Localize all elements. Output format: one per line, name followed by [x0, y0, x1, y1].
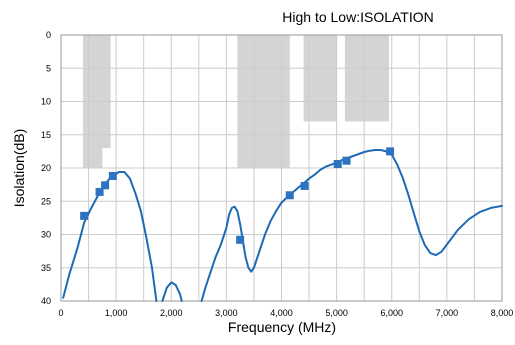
- marker-point: [342, 156, 351, 165]
- x-tick-label: 0: [58, 308, 63, 318]
- x-tick-label: 7,000: [436, 308, 459, 318]
- y-tick-label: 15: [41, 130, 51, 140]
- marker-point: [108, 171, 117, 180]
- x-tick-label: 4,000: [270, 308, 293, 318]
- y-axis-label: Isolation(dB): [11, 129, 27, 208]
- marker-point: [236, 235, 245, 244]
- chart-title: High to Low:ISOLATION: [282, 9, 433, 25]
- x-axis-ticks: 0 1,000 2,000 3,000 4,000 5,000 6,000 7,000 8,00…: [58, 308, 513, 318]
- marker-point: [333, 160, 342, 169]
- y-tick-label: 25: [41, 196, 51, 206]
- marker-point: [285, 191, 294, 200]
- series-line: [161, 281, 183, 302]
- x-tick-label: 6,000: [380, 308, 403, 318]
- y-tick-label: 10: [41, 97, 51, 107]
- x-axis-label: Frequency (MHz): [228, 319, 336, 335]
- marker-point: [80, 211, 89, 220]
- x-tick-label: 2,000: [160, 308, 183, 318]
- marker-point: [300, 181, 309, 190]
- x-tick-label: 3,000: [215, 308, 238, 318]
- spec-band: [303, 35, 337, 122]
- series-line: [200, 149, 503, 302]
- plot-border: [60, 34, 503, 302]
- marker-point: [386, 147, 395, 156]
- y-tick-label: 35: [41, 263, 51, 273]
- y-tick-label: 40: [41, 296, 51, 306]
- y-tick-label: 30: [41, 230, 51, 240]
- x-tick-label: 5,000: [325, 308, 348, 318]
- y-tick-label: 5: [46, 63, 51, 73]
- marker-point: [101, 181, 110, 190]
- y-tick-label: 0: [46, 30, 51, 40]
- plot-frame: [60, 34, 503, 302]
- spec-band: [102, 35, 111, 149]
- marker-points: [80, 147, 395, 244]
- y-tick-label: 20: [41, 163, 51, 173]
- y-axis-ticks: 0 5 10 15 20 25 30 35 40: [41, 30, 51, 306]
- x-tick-label: 8,000: [491, 308, 514, 318]
- spec-band: [344, 35, 389, 122]
- x-tick-label: 1,000: [105, 308, 128, 318]
- marker-point: [95, 187, 104, 196]
